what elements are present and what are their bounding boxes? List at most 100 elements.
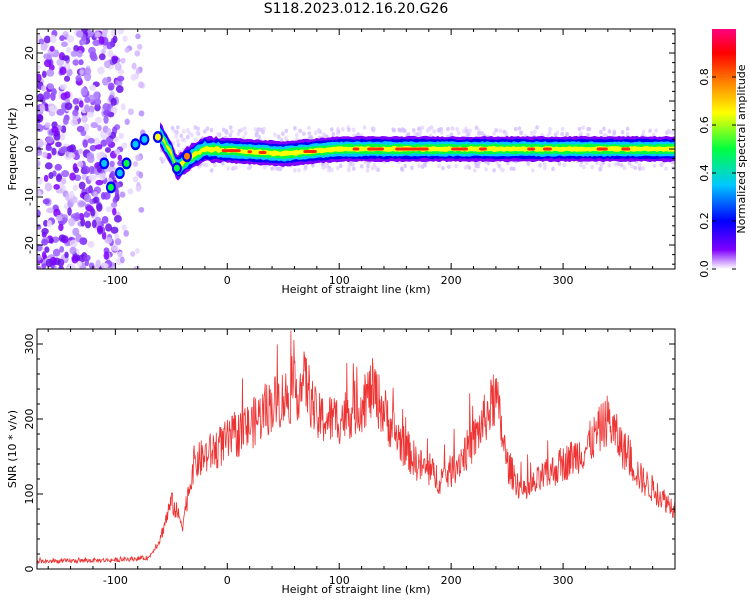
ridge-halo-speckle <box>560 131 564 137</box>
ridge-halo-speckle <box>253 127 258 132</box>
noise-speckle <box>100 262 109 269</box>
noise-speckle <box>50 34 57 44</box>
noise-speckle <box>58 234 67 242</box>
noise-speckle <box>115 85 124 93</box>
noise-speckle <box>127 188 134 195</box>
noise-speckle <box>44 122 51 128</box>
ridge-halo-speckle <box>185 135 190 140</box>
ridge-peak <box>542 147 552 151</box>
ridge-halo-speckle <box>648 128 652 133</box>
ridge-halo-speckle <box>229 125 233 130</box>
noise-speckle <box>69 172 76 181</box>
ridge-halo-speckle <box>463 165 468 170</box>
ridge-halo-speckle <box>193 125 198 130</box>
ridge-halo-speckle <box>531 168 535 173</box>
ridge-halo-speckle <box>612 130 617 135</box>
ridge-halo-speckle <box>430 125 434 130</box>
noise-speckle <box>69 239 78 248</box>
noise-speckle <box>120 103 126 111</box>
noise-speckle <box>82 139 88 148</box>
ridge-halo-speckle <box>546 133 550 139</box>
ridge-halo-speckle <box>502 129 507 134</box>
ridge-halo-speckle <box>513 126 518 132</box>
noise-speckle <box>137 43 143 50</box>
ridge-peak <box>596 147 608 151</box>
noise-speckle <box>44 162 53 170</box>
ridge-halo-speckle <box>602 133 606 138</box>
ridge-halo-speckle <box>270 166 274 171</box>
noise-speckle <box>78 148 83 155</box>
ridge-halo-speckle <box>454 163 458 169</box>
noise-speckle <box>84 220 92 229</box>
ridge-halo-speckle <box>579 131 584 136</box>
noise-speckle <box>58 223 64 232</box>
ridge-halo-speckle <box>366 164 370 169</box>
noise-speckle <box>90 121 99 129</box>
onset-blob-core <box>183 152 190 160</box>
snr-ticks: -100 0 100 200 300 0 100 200 300 <box>23 328 675 587</box>
ridge-halo-speckle <box>284 135 288 141</box>
snr-x-tick-label: -100 <box>103 574 128 587</box>
ridge-halo-speckle <box>359 164 364 169</box>
snr-x-tick-label: 100 <box>329 574 350 587</box>
noise-speckle <box>64 102 73 110</box>
ridge-halo-speckle <box>595 160 599 166</box>
noise-speckle <box>70 50 78 57</box>
ridge-halo-speckle <box>179 133 184 139</box>
noise-speckle <box>51 87 57 95</box>
ridge-halo-speckle <box>159 156 163 161</box>
noise-speckle <box>55 174 63 182</box>
noise-speckle <box>37 149 43 157</box>
ridge-halo-speckle <box>255 130 259 136</box>
ridge-halo-speckle <box>406 132 411 137</box>
snr-x-tick-label: 300 <box>553 574 574 587</box>
ridge-halo-speckle <box>180 137 185 142</box>
noise-speckle <box>98 36 105 45</box>
noise-speckle <box>59 245 65 253</box>
noise-speckle <box>107 82 115 91</box>
ridge-halo-speckle <box>216 132 220 137</box>
noise-speckle <box>83 123 90 132</box>
ridge-halo-speckle <box>619 163 624 168</box>
ridge-halo-speckle <box>278 166 283 172</box>
noise-speckle <box>45 258 54 268</box>
noise-speckle <box>72 98 80 105</box>
noise-speckle <box>84 258 90 267</box>
ridge-halo-speckle <box>403 128 407 134</box>
noise-speckle <box>66 145 75 153</box>
noise-speckle <box>118 132 125 140</box>
ridge-halo-speckle <box>313 130 318 136</box>
noise-speckle <box>120 256 125 264</box>
ridge-halo-speckle <box>295 132 299 138</box>
ridge-halo-speckle <box>465 129 469 134</box>
noise-speckle <box>86 111 94 118</box>
noise-speckle <box>59 35 65 42</box>
noise-speckle <box>70 118 79 127</box>
ridge-halo-speckle <box>347 127 351 133</box>
ridge-halo-speckle <box>627 161 632 166</box>
ridge-halo-speckle <box>400 167 405 172</box>
noise-speckle <box>74 149 79 156</box>
ridge-halo-speckle <box>176 125 180 130</box>
ridge-halo-speckle <box>557 161 562 166</box>
noise-speckle <box>81 115 88 123</box>
ridge-halo-speckle <box>620 130 625 135</box>
ridge-halo-speckle <box>205 126 210 131</box>
noise-speckle <box>110 226 119 234</box>
ridge-halo-speckle <box>492 168 496 173</box>
ridge-halo-speckle <box>413 132 417 137</box>
noise-speckle <box>45 145 53 152</box>
ridge-halo-speckle <box>622 165 627 171</box>
noise-speckle <box>89 84 97 91</box>
noise-speckle <box>110 170 116 179</box>
noise-speckle <box>105 223 113 232</box>
ridge-peak <box>258 151 267 155</box>
ridge-halo-speckle <box>174 133 178 139</box>
ridge-halo-speckle <box>423 161 427 166</box>
noise-speckle <box>112 207 117 216</box>
noise-speckle <box>133 265 140 269</box>
noise-speckle <box>83 254 91 262</box>
noise-speckle <box>56 58 65 67</box>
ridge-halo-speckle <box>586 132 590 138</box>
